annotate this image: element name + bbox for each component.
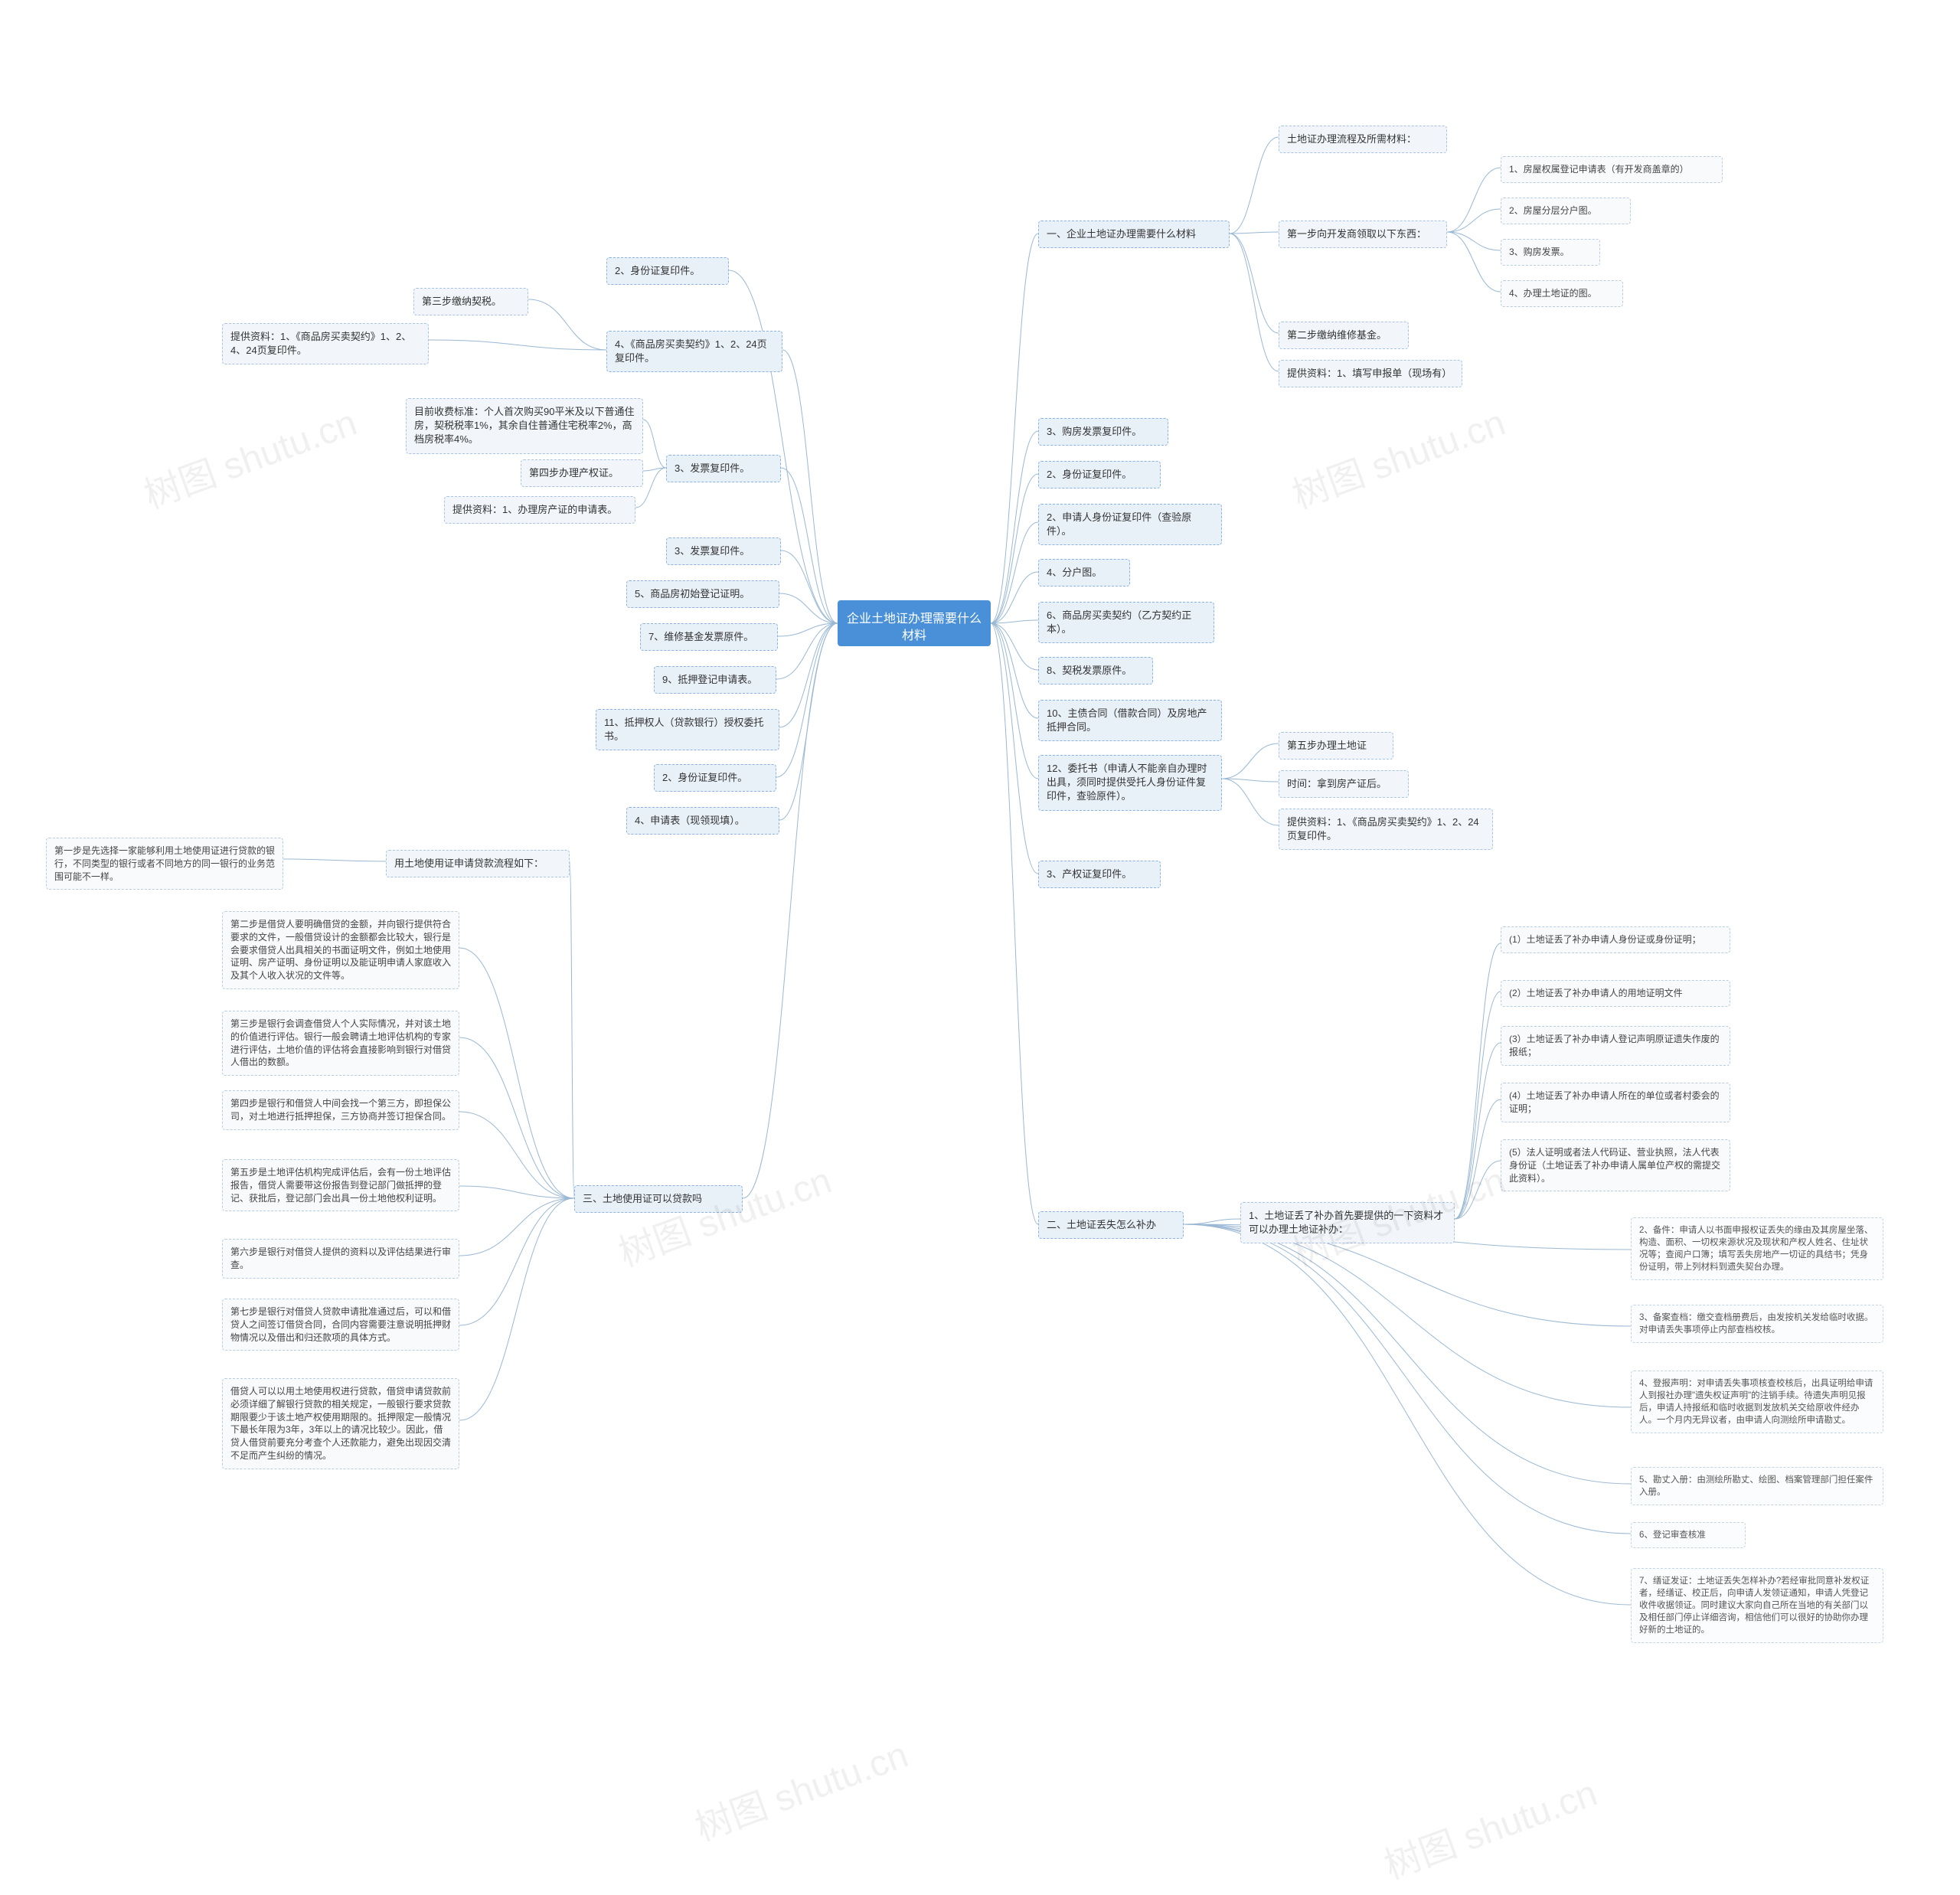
mindmap-node: 第二步缴纳维修基金。 bbox=[1279, 322, 1409, 349]
mindmap-node: 2、申请人身份证复印件（查验原件）。 bbox=[1038, 504, 1222, 545]
mindmap-node: 第六步是银行对借贷人提供的资料以及评估结果进行审查。 bbox=[222, 1239, 459, 1279]
mindmap-node: 第二步是借贷人要明确借贷的金额，并向银行提供符合要求的文件，一般借贷设计的金额都… bbox=[222, 911, 459, 989]
mindmap-node: 9、抵押登记申请表。 bbox=[654, 666, 776, 694]
mindmap-node: 第三步是银行会调查借贷人个人实际情况，并对该土地的价值进行评估。银行一般会聘请土… bbox=[222, 1011, 459, 1076]
mindmap-node: 2、备件：申请人以书面申报权证丢失的缘由及其房屋坐落、构造、面积、一切权来源状况… bbox=[1631, 1217, 1883, 1280]
mindmap-node: 第七步是银行对借贷人贷款申请批准通过后，可以和借贷人之间签订借贷合同，合同内容需… bbox=[222, 1299, 459, 1351]
watermark: 树图 shutu.cn bbox=[136, 392, 363, 518]
mindmap-node: 第五步办理土地证 bbox=[1279, 732, 1393, 760]
mindmap-node: 土地证办理流程及所需材料： bbox=[1279, 126, 1447, 153]
mindmap-node: 一、企业土地证办理需要什么材料 bbox=[1038, 221, 1230, 248]
mindmap-node: 3、购房发票复印件。 bbox=[1038, 418, 1168, 446]
mindmap-node: 2、身份证复印件。 bbox=[1038, 461, 1161, 488]
mindmap-node: 第四步办理产权证。 bbox=[521, 459, 643, 487]
mindmap-node: 4、登报声明：对申请丢失事项核查校核后，出具证明给申请人到报社办理"遗失权证声明… bbox=[1631, 1371, 1883, 1433]
mindmap-node: 4、办理土地证的图。 bbox=[1501, 280, 1623, 307]
mindmap-node: 11、抵押权人（贷款银行）授权委托书。 bbox=[596, 709, 779, 750]
mindmap-node: 提供资料：1、填写申报单（现场有） bbox=[1279, 360, 1462, 387]
mindmap-node: 7、维修基金发票原件。 bbox=[640, 623, 778, 651]
mindmap-node: 第三步缴纳契税。 bbox=[413, 288, 528, 315]
watermark: 树图 shutu.cn bbox=[687, 1724, 914, 1851]
mindmap-node: 1、土地证丢了补办首先要提供的一下资料才可以办理土地证补办： bbox=[1240, 1202, 1455, 1243]
mindmap-node: 第一步是先选择一家能够利用土地使用证进行贷款的银行，不同类型的银行或者不同地方的… bbox=[46, 838, 283, 890]
mindmap-node: 8、契税发票原件。 bbox=[1038, 657, 1153, 684]
mindmap-node: 借贷人可以以用土地使用权进行贷款，借贷申请贷款前必须详细了解银行贷款的相关规定，… bbox=[222, 1378, 459, 1469]
mindmap-node: 12、委托书（申请人不能亲自办理时出具，须同时提供受托人身份证件复印件，查验原件… bbox=[1038, 755, 1222, 811]
mindmap-node: (4）土地证丢了补办申请人所在的单位或者村委会的证明； bbox=[1501, 1083, 1730, 1122]
mindmap-node: 2、房屋分层分户图。 bbox=[1501, 198, 1631, 224]
mindmap-node: (5）法人证明或者法人代码证、营业执照，法人代表身份证（土地证丢了补办申请人属单… bbox=[1501, 1139, 1730, 1191]
mindmap-node: 第一步向开发商领取以下东西： bbox=[1279, 221, 1447, 248]
mindmap-node: 第五步是土地评估机构完成评估后，会有一份土地评估报告，借贷人需要带这份报告到登记… bbox=[222, 1159, 459, 1211]
mindmap-node: 3、发票复印件。 bbox=[666, 537, 781, 565]
mindmap-node: 10、主债合同（借款合同）及房地产抵押合同。 bbox=[1038, 700, 1222, 741]
root-node: 企业土地证办理需要什么材料 bbox=[838, 600, 991, 646]
mindmap-node: 4、《商品房买卖契约》1、2、24页复印件。 bbox=[606, 331, 782, 372]
mindmap-node: 三、土地使用证可以贷款吗 bbox=[574, 1185, 743, 1213]
mindmap-node: 第四步是银行和借贷人中间会找一个第三方，即担保公司，对土地进行抵押担保，三方协商… bbox=[222, 1090, 459, 1130]
mindmap-node: 5、商品房初始登记证明。 bbox=[626, 580, 779, 608]
mindmap-node: 提供资料：1、办理房产证的申请表。 bbox=[444, 496, 635, 524]
mindmap-node: 7、缮证发证：土地证丢失怎样补办?若经审批同意补发权证者，经缮证、校正后，向申请… bbox=[1631, 1568, 1883, 1643]
mindmap-node: 用土地使用证申请贷款流程如下： bbox=[386, 850, 570, 877]
mindmap-node: 3、产权证复印件。 bbox=[1038, 861, 1161, 888]
watermark: 树图 shutu.cn bbox=[610, 1150, 838, 1276]
mindmap-node: 提供资料：1、《商品房买卖契约》1、2、24页复印件。 bbox=[1279, 809, 1493, 850]
mindmap-node: 二、土地证丢失怎么补办 bbox=[1038, 1211, 1184, 1239]
watermark: 树图 shutu.cn bbox=[1376, 1763, 1603, 1889]
mindmap-node: 4、申请表（现领现填）。 bbox=[626, 807, 779, 835]
mindmap-node: 5、勘丈入册：由测绘所勘丈、绘图、档案管理部门担任案件入册。 bbox=[1631, 1467, 1883, 1505]
watermark: 树图 shutu.cn bbox=[1284, 392, 1511, 518]
mindmap-node: (3）土地证丢了补办申请人登记声明原证遗失作废的报纸； bbox=[1501, 1026, 1730, 1066]
mindmap-node: (2）土地证丢了补办申请人的用地证明文件 bbox=[1501, 980, 1730, 1007]
mindmap-node: 2、身份证复印件。 bbox=[606, 257, 729, 285]
mindmap-node: 2、身份证复印件。 bbox=[654, 764, 776, 792]
mindmap-node: 3、备案查档：缴交查档册费后，由发按机关发给临时收据。对申请丢失事项停止内部查档… bbox=[1631, 1305, 1883, 1343]
mindmap-node: 4、分户图。 bbox=[1038, 559, 1130, 586]
mindmap-node: 3、发票复印件。 bbox=[666, 455, 781, 482]
mindmap-node: 时间：拿到房产证后。 bbox=[1279, 770, 1409, 798]
mindmap-node: (1）土地证丢了补办申请人身份证或身份证明； bbox=[1501, 926, 1730, 953]
mindmap-node: 6、登记审查核准 bbox=[1631, 1522, 1746, 1548]
mindmap-node: 1、房屋权属登记申请表（有开发商盖章的） bbox=[1501, 156, 1723, 183]
mindmap-node: 3、购房发票。 bbox=[1501, 239, 1600, 266]
mindmap-node: 6、商品房买卖契约（乙方契约正本）。 bbox=[1038, 602, 1214, 643]
mindmap-node: 提供资料：1、《商品房买卖契约》1、2、4、24页复印件。 bbox=[222, 323, 429, 364]
mindmap-node: 目前收费标准：个人首次购买90平米及以下普通住房，契税税率1%，其余自住普通住宅… bbox=[406, 398, 643, 454]
